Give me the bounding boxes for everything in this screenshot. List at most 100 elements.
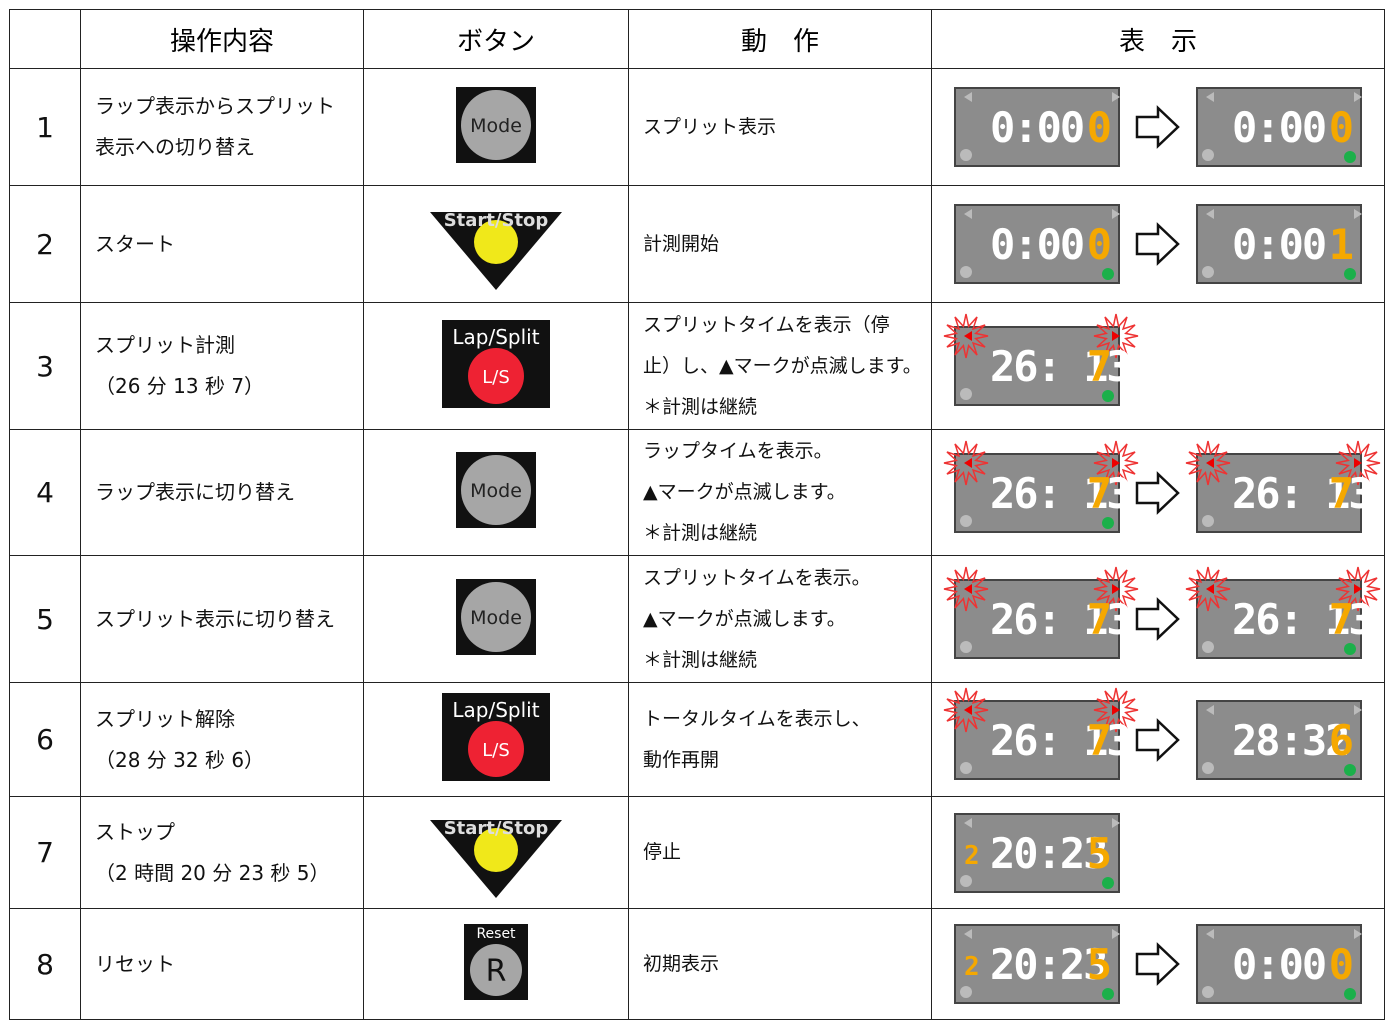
display-cell: 0:00 0 0:00 0 — [931, 68, 1385, 186]
action-line: 止）し、▲マークが点滅します。 — [643, 354, 922, 377]
button-label: Reset — [476, 926, 516, 942]
action-line: ＊計測は継続 — [643, 522, 758, 544]
action-line: スプリットタイムを表示。 — [643, 566, 871, 589]
lcd-dot — [1202, 514, 1214, 527]
lcd-lead: 2 — [964, 840, 980, 871]
operation-cell: スタート — [80, 185, 364, 303]
row-number: 5 — [9, 555, 81, 683]
operation-line: スプリット表示に切り替え — [95, 606, 335, 631]
lcd-display: 0:00 0 — [1196, 87, 1362, 167]
button-icon: Mode — [456, 86, 536, 163]
operation-cell: リセット — [80, 908, 364, 1020]
lcd-dot — [1344, 763, 1356, 776]
arrow — [1135, 222, 1180, 266]
arrow — [1135, 717, 1180, 762]
operation-cell: ラップ表示からスプリット 表示への切り替え — [80, 68, 364, 186]
action-line: ラップタイムを表示。 — [643, 440, 833, 462]
lcd-decor — [943, 566, 1139, 653]
lcd-indicator — [964, 92, 972, 102]
row-number: 4 — [9, 429, 81, 556]
operation-line: （2 時間 20 分 23 秒 5） — [95, 860, 330, 885]
button-face — [468, 721, 524, 777]
lcd-decor — [943, 687, 1139, 774]
button-label: Lap/Split — [452, 325, 539, 349]
lcd-indicator — [1112, 209, 1120, 219]
lcd-indicator — [1354, 704, 1362, 715]
lcd-dot — [1202, 266, 1214, 278]
button-face — [461, 89, 531, 160]
lcd-decor — [1202, 929, 1362, 1000]
button-face — [474, 828, 518, 872]
lcd-time: 0:00 — [1232, 940, 1327, 989]
lcd-decor — [943, 313, 1139, 402]
lcd-indicator — [964, 817, 972, 828]
header-cell: 操作内容 — [80, 9, 364, 69]
lcd-lead: 2 — [964, 952, 980, 982]
lcd-indicator — [1354, 584, 1362, 594]
header-cell — [9, 9, 81, 69]
lcd-indicator — [964, 704, 972, 715]
button-icon: Mode — [456, 452, 536, 528]
operation-line: ストップ — [95, 819, 175, 844]
lcd-tenth: 7 — [1086, 595, 1112, 644]
lcd-tenth: 5 — [1086, 940, 1112, 989]
lcd-tenth: 0 — [1328, 940, 1354, 989]
lcd-dot — [1102, 268, 1114, 280]
button-label: Start/Stop — [444, 210, 549, 231]
button-label: Mode — [470, 115, 522, 137]
action-line: ＊計測は継続 — [643, 395, 758, 418]
lcd-dot — [1102, 988, 1114, 1000]
lcd-display: 2 20:23 5 — [954, 812, 1120, 893]
row-number: 6 — [9, 682, 81, 797]
button-cell: Lap/Split L/S — [363, 302, 629, 430]
lcd-indicator — [964, 331, 972, 341]
lcd-indicator — [1206, 704, 1214, 715]
header-cell: 動 作 — [628, 9, 932, 69]
lcd-time: 28:32 — [1232, 715, 1350, 765]
lcd-indicator — [1206, 584, 1214, 594]
lcd-dot — [960, 986, 972, 998]
operation-line: 表示への切り替え — [95, 135, 255, 159]
button-icon: Mode — [456, 578, 536, 655]
lcd-tenth: 7 — [1086, 342, 1112, 391]
lcd-time: 0:00 — [1232, 103, 1327, 152]
button-label: Lap/Split — [452, 698, 539, 722]
lcd-indicator — [1354, 929, 1362, 939]
lcd-dot — [960, 388, 972, 400]
arrow-shape — [1135, 942, 1180, 986]
lcd-indicator — [1354, 92, 1362, 102]
blink-burst — [1185, 566, 1231, 612]
lcd-decor — [1202, 704, 1362, 776]
blink-burst — [943, 313, 989, 359]
lcd-decor — [960, 92, 1120, 161]
button-label: Start/Stop — [444, 818, 549, 839]
action-line: ▲マークが点滅します。 — [643, 481, 846, 503]
action-cell: トータルタイムを表示し、 動作再開 — [628, 682, 932, 797]
display-cell: 26: 13 7 26: 13 7 — [931, 555, 1385, 683]
table-row: 1 ラップ表示からスプリット 表示への切り替え Mode スプリット表示 0:00 0 0:0… — [9, 68, 1385, 186]
action-cell: 初期表示 — [628, 908, 932, 1020]
button-label: L/S — [482, 367, 510, 388]
action-cell: スプリットタイムを表示（停 止）し、▲マークが点滅します。 ＊計測は継続 — [628, 302, 932, 430]
lcd-tenth: 7 — [1328, 595, 1354, 644]
lcd-display: 0:00 0 — [954, 87, 1120, 167]
button-icon: Start/Stop — [430, 818, 562, 898]
display-group: 26: 13 7 28:32 6 — [932, 687, 1384, 780]
header-cell: 表 示 — [931, 9, 1385, 69]
lcd-time: 0:00 — [990, 220, 1085, 269]
table-row: 5 スプリット表示に切り替え Mode スプリットタイムを表示。 ▲マークが点滅します。… — [9, 555, 1385, 683]
lcd-indicator — [964, 584, 972, 594]
lcd-dot — [1202, 149, 1214, 161]
row-number: 1 — [9, 68, 81, 186]
arrow — [1135, 105, 1180, 149]
button-icon: Lap/Split L/S — [442, 693, 550, 781]
lcd-dot — [1202, 986, 1214, 998]
lcd-tenth: 0 — [1086, 220, 1112, 269]
lcd-time: 20:23 — [990, 940, 1108, 989]
lcd-indicator — [1112, 92, 1120, 102]
lcd-dot — [1202, 761, 1214, 774]
button-face — [468, 347, 524, 404]
lcd-tenth: 7 — [1086, 468, 1112, 518]
blink-burst — [1093, 313, 1139, 359]
